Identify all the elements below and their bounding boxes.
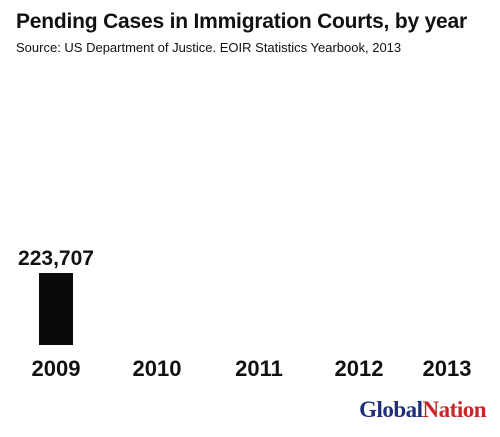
x-tick-label-2011: 2011: [235, 356, 283, 381]
x-tick-label-2012: 2012: [335, 356, 384, 381]
x-tick-label-2009: 2009: [32, 356, 81, 381]
bar-2009: [39, 273, 73, 345]
chart-subtitle: Source: US Department of Justice. EOIR S…: [16, 40, 402, 55]
chart-title: Pending Cases in Immigration Courts, by …: [16, 10, 467, 33]
logo-part-global: Global: [359, 397, 423, 422]
value-label-2009: 223,707: [18, 247, 94, 270]
x-tick-label-2013: 2013: [423, 356, 472, 381]
logo-part-nation: Nation: [422, 397, 487, 422]
globalnation-logo: GlobalNation: [359, 397, 486, 423]
x-tick-label-2010: 2010: [133, 356, 182, 381]
